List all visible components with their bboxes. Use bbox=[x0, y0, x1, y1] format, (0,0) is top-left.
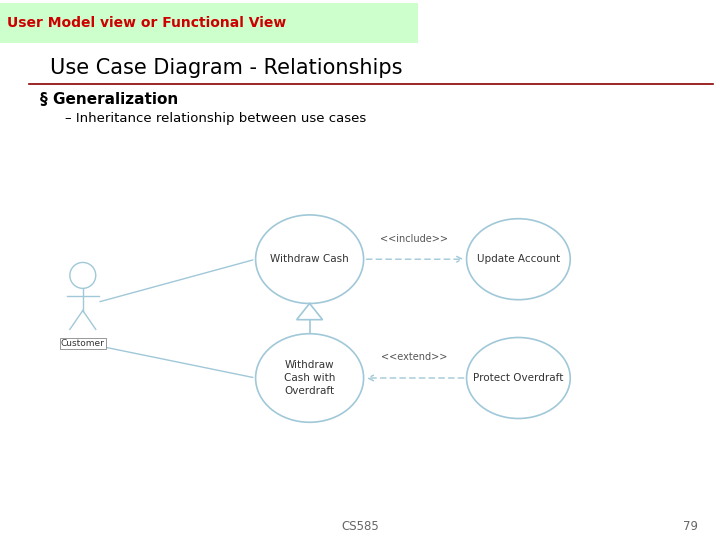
Text: Protect Overdraft: Protect Overdraft bbox=[473, 373, 564, 383]
Text: Update Account: Update Account bbox=[477, 254, 560, 264]
Text: Use Case Diagram - Relationships: Use Case Diagram - Relationships bbox=[50, 57, 403, 78]
Ellipse shape bbox=[256, 215, 364, 303]
Text: 79: 79 bbox=[683, 520, 698, 533]
Text: § Generalization: § Generalization bbox=[40, 92, 178, 107]
FancyBboxPatch shape bbox=[0, 3, 418, 43]
Text: <<extend>>: <<extend>> bbox=[381, 353, 447, 362]
Ellipse shape bbox=[467, 219, 570, 300]
Text: Withdraw
Cash with
Overdraft: Withdraw Cash with Overdraft bbox=[284, 360, 336, 396]
Ellipse shape bbox=[256, 334, 364, 422]
Text: CS585: CS585 bbox=[341, 520, 379, 533]
Text: – Inheritance relationship between use cases: – Inheritance relationship between use c… bbox=[65, 112, 366, 125]
Text: User Model view or Functional View: User Model view or Functional View bbox=[7, 16, 287, 30]
Text: Withdraw Cash: Withdraw Cash bbox=[270, 254, 349, 264]
Text: Customer: Customer bbox=[61, 339, 104, 348]
Ellipse shape bbox=[70, 262, 96, 288]
Polygon shape bbox=[297, 303, 323, 320]
Text: <<include>>: <<include>> bbox=[380, 234, 448, 244]
Ellipse shape bbox=[467, 338, 570, 418]
